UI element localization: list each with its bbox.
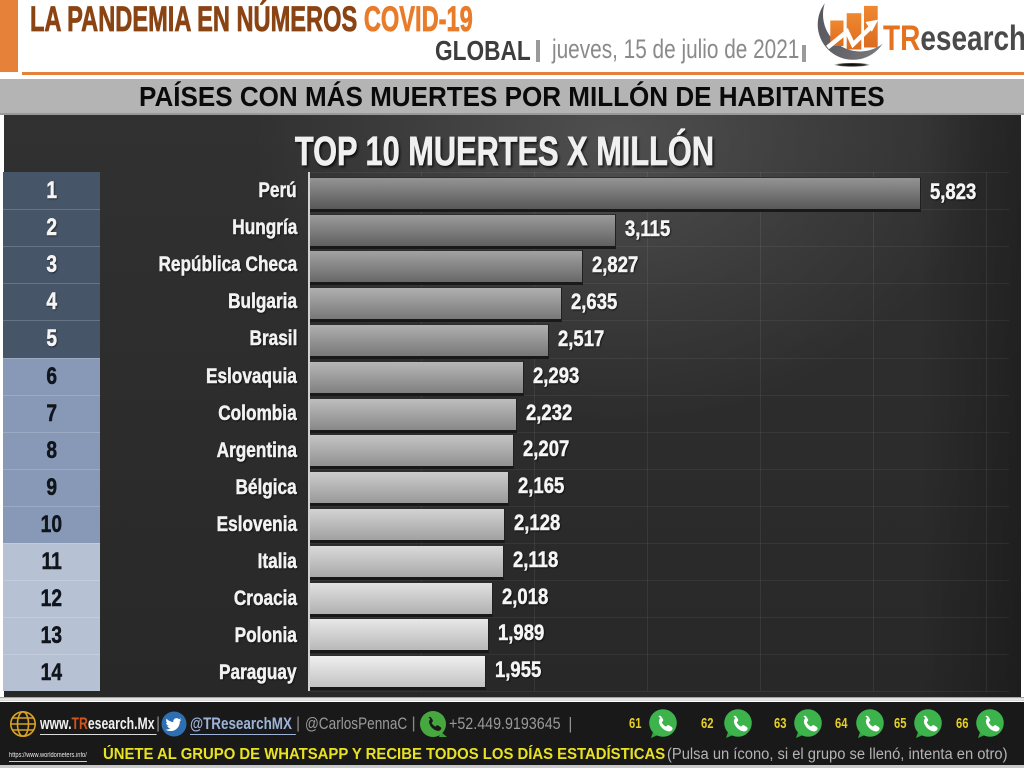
svg-text:TResearch: TResearch bbox=[883, 18, 1024, 58]
